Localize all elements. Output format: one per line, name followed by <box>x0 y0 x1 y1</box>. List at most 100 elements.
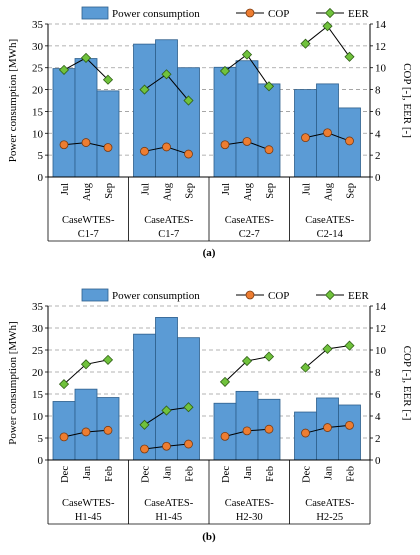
y2-tick-label: 14 <box>375 301 387 313</box>
legend-eer-marker <box>324 289 336 301</box>
cop-point <box>323 128 332 138</box>
y-tick-label: 30 <box>32 41 44 53</box>
cop-point <box>162 142 171 152</box>
legend-eer-label: EER <box>348 290 369 302</box>
eer-point <box>219 376 231 387</box>
cop-point <box>264 145 274 155</box>
month-label: Aug <box>324 182 335 201</box>
month-label: Jan <box>163 465 174 480</box>
month-label: Sep <box>104 183 115 199</box>
cop-point <box>301 428 310 438</box>
y-tick-label: 20 <box>32 85 44 97</box>
month-label: Dec <box>60 466 71 483</box>
eer-point <box>80 359 92 370</box>
y-tick-label: 15 <box>32 106 44 118</box>
y2-axis-title: COP [-], EER [-] <box>401 346 413 421</box>
eer-point <box>344 340 355 351</box>
power-bar <box>52 68 76 178</box>
y2-tick-label: 14 <box>375 19 387 31</box>
legend-power-swatch <box>81 288 109 302</box>
y-tick-label: 25 <box>32 345 44 357</box>
y-tick-label: 0 <box>38 172 44 184</box>
y-tick-label: 35 <box>32 301 44 313</box>
y-axis-title: Power consumption [MWh] <box>7 321 19 444</box>
y2-tick-label: 6 <box>375 106 381 118</box>
y-tick-label: 5 <box>38 150 44 162</box>
y2-tick-label: 0 <box>375 172 381 184</box>
y2-tick-label: 12 <box>375 41 386 53</box>
cop-point <box>242 137 252 146</box>
y2-tick-label: 10 <box>375 345 387 357</box>
y-tick-label: 0 <box>38 455 44 467</box>
power-bar <box>213 66 237 178</box>
power-bar <box>177 67 200 178</box>
y2-tick-label: 4 <box>375 411 381 423</box>
month-label: Jul <box>60 183 71 195</box>
month-label: Aug <box>163 182 174 201</box>
eer-point <box>139 84 150 95</box>
cop-point <box>162 441 171 451</box>
y2-tick-label: 10 <box>375 63 387 75</box>
legend-power-swatch <box>81 6 109 20</box>
eer-point <box>58 64 70 75</box>
month-label: Jul <box>221 183 232 195</box>
cop-point <box>81 138 91 147</box>
month-label: Sep <box>346 183 357 199</box>
month-label: Dec <box>302 466 313 483</box>
cop-point <box>81 427 91 437</box>
y2-axis-title: COP [-], EER [-] <box>401 63 413 138</box>
legend-cop-label: COP <box>268 290 289 302</box>
month-label: Dec <box>221 466 232 483</box>
month-label: Sep <box>185 183 196 199</box>
eer-point <box>58 379 70 390</box>
group-label: CaseWTES- <box>62 498 115 509</box>
power-bar <box>257 83 281 178</box>
eer-point <box>161 405 172 416</box>
legend-eer-marker <box>324 7 336 19</box>
cop-point <box>264 424 274 434</box>
cop-point <box>140 146 149 156</box>
cop-point <box>323 423 332 432</box>
legend-cop-marker <box>245 290 255 300</box>
power-bar <box>155 317 178 461</box>
cop-point <box>184 439 193 449</box>
month-label: Feb <box>265 466 276 482</box>
group-label: CaseATES- <box>144 215 193 226</box>
group-label: C2-14 <box>317 229 344 240</box>
eer-point <box>102 74 114 85</box>
cop-point <box>301 133 310 143</box>
cop-point <box>59 432 69 442</box>
cop-point <box>345 420 354 430</box>
y2-tick-label: 8 <box>375 367 381 379</box>
group-label: H2-25 <box>316 512 343 523</box>
y-tick-label: 35 <box>32 19 44 31</box>
group-label: CaseATES- <box>305 498 354 509</box>
group-label: CaseATES- <box>144 498 193 509</box>
eer-point <box>102 354 114 365</box>
eer-point <box>241 355 253 367</box>
power-bar <box>155 39 178 178</box>
y2-tick-label: 12 <box>375 323 386 335</box>
group-label: CaseATES- <box>225 215 274 226</box>
panel-label: (b) <box>202 531 216 543</box>
y-tick-label: 15 <box>32 389 44 401</box>
month-label: Sep <box>265 183 276 199</box>
legend-cop-marker <box>245 8 255 18</box>
group-label: CaseATES- <box>225 498 274 509</box>
power-bar <box>213 402 237 461</box>
month-label: Jul <box>141 183 152 195</box>
legend-power-label: Power consumption <box>112 8 200 20</box>
group-label: CaseWTES- <box>62 215 115 226</box>
month-label: Feb <box>346 466 357 482</box>
eer-point <box>183 402 194 413</box>
eer-point <box>241 49 253 60</box>
eer-point <box>80 52 92 63</box>
y2-tick-label: 8 <box>375 85 381 97</box>
group-label: C1-7 <box>78 229 99 240</box>
month-label: Feb <box>185 466 196 482</box>
cop-point <box>103 143 113 152</box>
eer-point <box>161 69 172 80</box>
y2-tick-label: 6 <box>375 389 381 401</box>
month-label: Dec <box>141 466 152 483</box>
power-bar <box>96 90 120 178</box>
